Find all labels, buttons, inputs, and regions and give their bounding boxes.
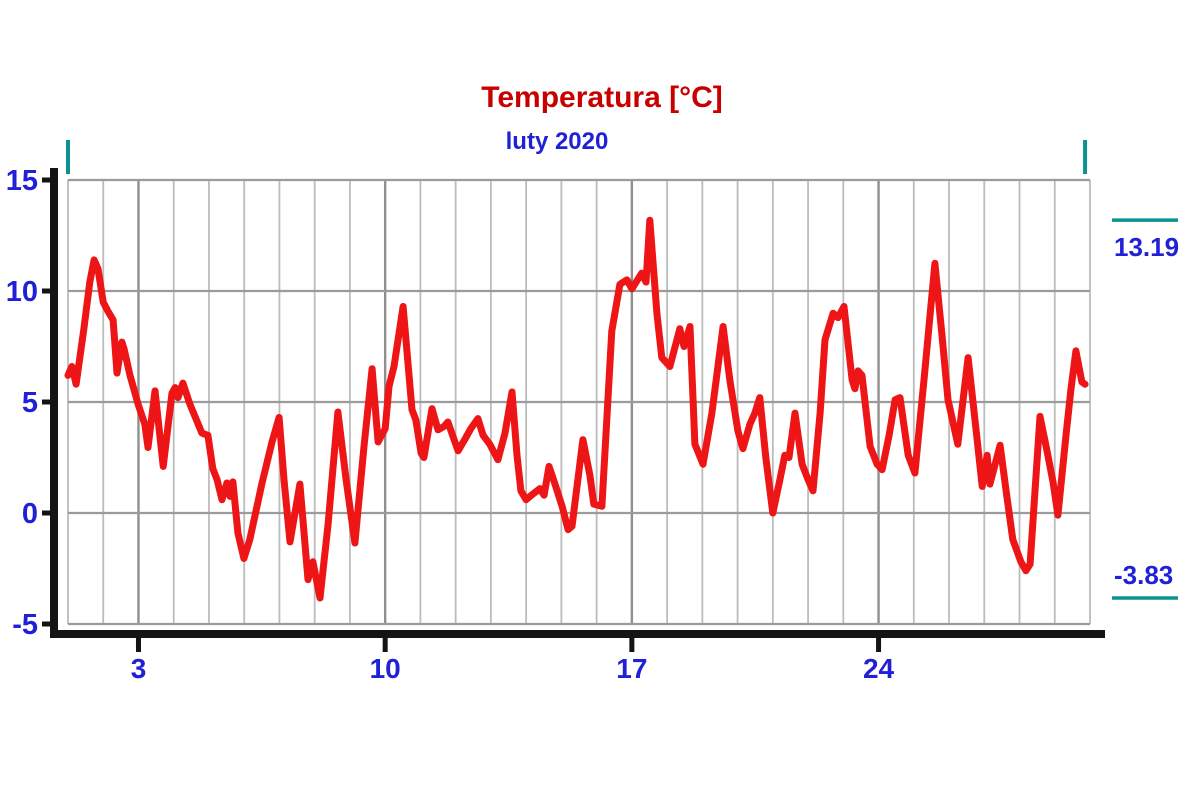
y-tick-label: 15 bbox=[6, 165, 38, 197]
y-tick bbox=[42, 399, 58, 405]
x-tick-label: 3 bbox=[131, 653, 147, 684]
y-tick-label: 5 bbox=[22, 387, 38, 419]
y-tick bbox=[42, 177, 58, 183]
y-tick bbox=[42, 621, 58, 627]
x-tick bbox=[382, 638, 388, 652]
max-value-label: 13.19 bbox=[1114, 232, 1179, 262]
series-layer bbox=[64, 216, 1089, 602]
x-axis bbox=[50, 630, 1105, 638]
x-tick bbox=[135, 638, 141, 652]
x-tick-label: 17 bbox=[616, 653, 647, 684]
y-tick-label: 10 bbox=[6, 276, 38, 308]
temperature-line bbox=[64, 216, 1089, 602]
annotation-layer: 13.19 -3.83 bbox=[66, 140, 1179, 600]
grid-layer bbox=[67, 178, 1091, 626]
x-tick-label: 10 bbox=[370, 653, 401, 684]
y-tick bbox=[42, 510, 58, 516]
chart-subtitle: luty 2020 bbox=[506, 128, 609, 155]
chart-title: Temperatura [°C] bbox=[481, 81, 722, 114]
axis-layer: 15 10 5 0 -5 3 10 17 24 bbox=[6, 165, 1105, 684]
y-tick-label: 0 bbox=[22, 498, 38, 530]
y-tick bbox=[42, 288, 58, 294]
x-tick-label: 24 bbox=[863, 653, 895, 684]
x-tick bbox=[629, 638, 635, 652]
x-tick bbox=[876, 638, 882, 652]
min-value-label: -3.83 bbox=[1114, 560, 1173, 590]
y-tick-label: -5 bbox=[12, 609, 38, 641]
